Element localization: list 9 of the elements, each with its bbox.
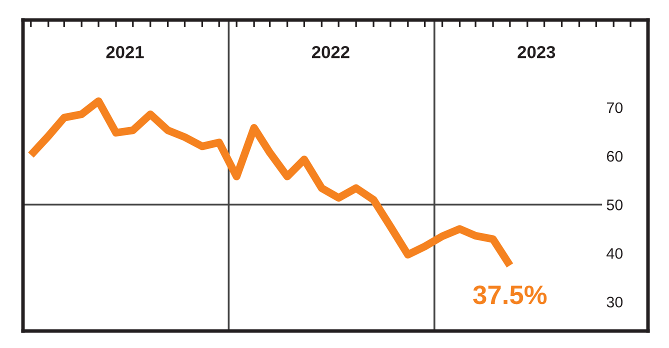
x-tick-label: 2022 bbox=[312, 46, 350, 58]
y-tick-label: 70 bbox=[606, 102, 623, 114]
y-tick-label: 50 bbox=[606, 200, 623, 210]
y-tick-label: 30 bbox=[606, 296, 623, 308]
x-tick-label: 2021 bbox=[106, 46, 144, 58]
y-tick-label: 40 bbox=[606, 248, 623, 259]
x-tick-label: 2023 bbox=[518, 46, 556, 58]
annotation: 37.5% bbox=[473, 286, 547, 304]
y-tick-label: 60 bbox=[606, 150, 623, 162]
